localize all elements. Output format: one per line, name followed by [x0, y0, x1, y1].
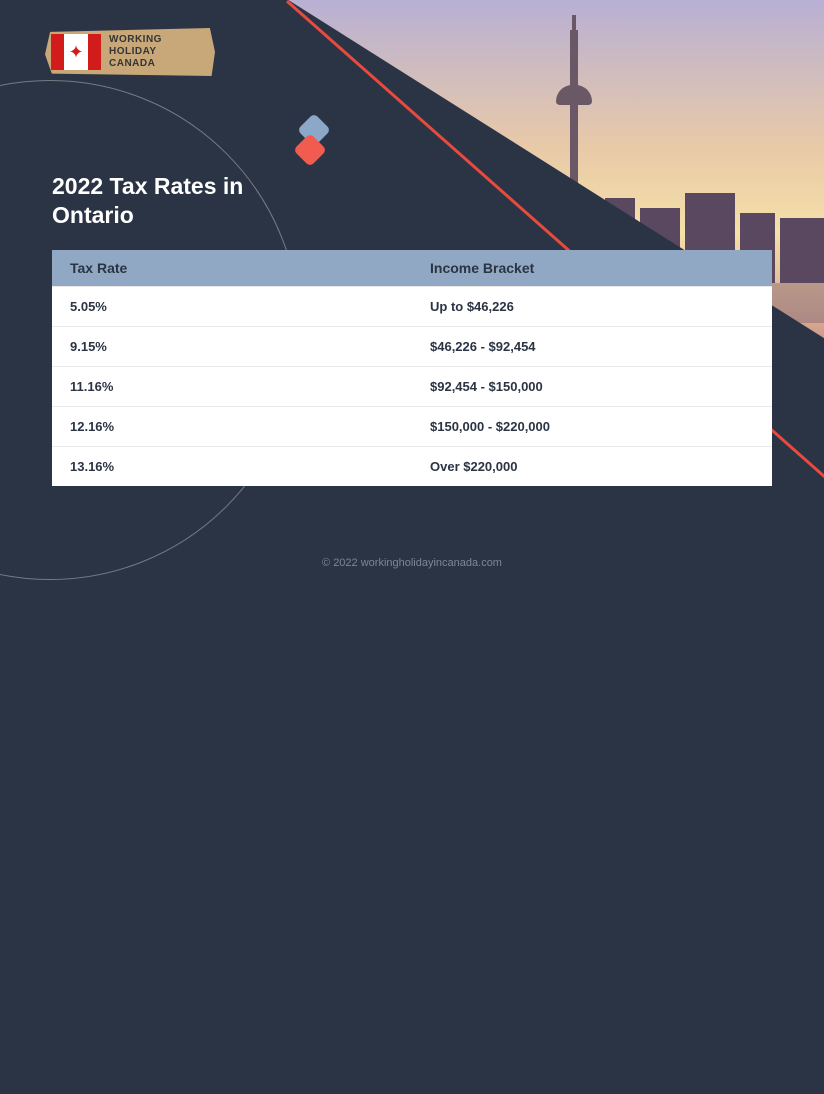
table-row: 5.05% Up to $46,226 [52, 287, 772, 327]
table-header-row: Tax Rate Income Bracket [52, 250, 772, 287]
table-row: 11.16% $92,454 - $150,000 [52, 367, 772, 407]
canada-flag-icon: ✦ [51, 34, 101, 70]
logo-plank: ✦ WORKING HOLIDAY CANADA [45, 28, 215, 76]
page-title: 2022 Tax Rates in Ontario [52, 172, 302, 230]
logo-line-2: HOLIDAY [109, 46, 162, 58]
column-header-rate: Tax Rate [52, 250, 412, 287]
cell-rate: 9.15% [52, 327, 412, 367]
footer-copyright: © 2022 workingholidayincanada.com [0, 557, 824, 569]
cell-rate: 12.16% [52, 407, 412, 447]
cell-bracket: Up to $46,226 [412, 287, 772, 327]
table-row: 9.15% $46,226 - $92,454 [52, 327, 772, 367]
logo-text: WORKING HOLIDAY CANADA [109, 34, 162, 70]
cell-rate: 5.05% [52, 287, 412, 327]
column-header-bracket: Income Bracket [412, 250, 772, 287]
cell-rate: 11.16% [52, 367, 412, 407]
cell-bracket: $92,454 - $150,000 [412, 367, 772, 407]
cell-bracket: $46,226 - $92,454 [412, 327, 772, 367]
logo-line-3: CANADA [109, 58, 162, 70]
cell-bracket: $150,000 - $220,000 [412, 407, 772, 447]
maple-leaf-icon: ✦ [68, 43, 83, 61]
cell-bracket: Over $220,000 [412, 447, 772, 487]
building-silhouette [780, 218, 824, 283]
table-row: 13.16% Over $220,000 [52, 447, 772, 487]
cell-rate: 13.16% [52, 447, 412, 487]
table-row: 12.16% $150,000 - $220,000 [52, 407, 772, 447]
tax-rates-table: Tax Rate Income Bracket 5.05% Up to $46,… [52, 250, 772, 486]
logo-line-1: WORKING [109, 34, 162, 46]
